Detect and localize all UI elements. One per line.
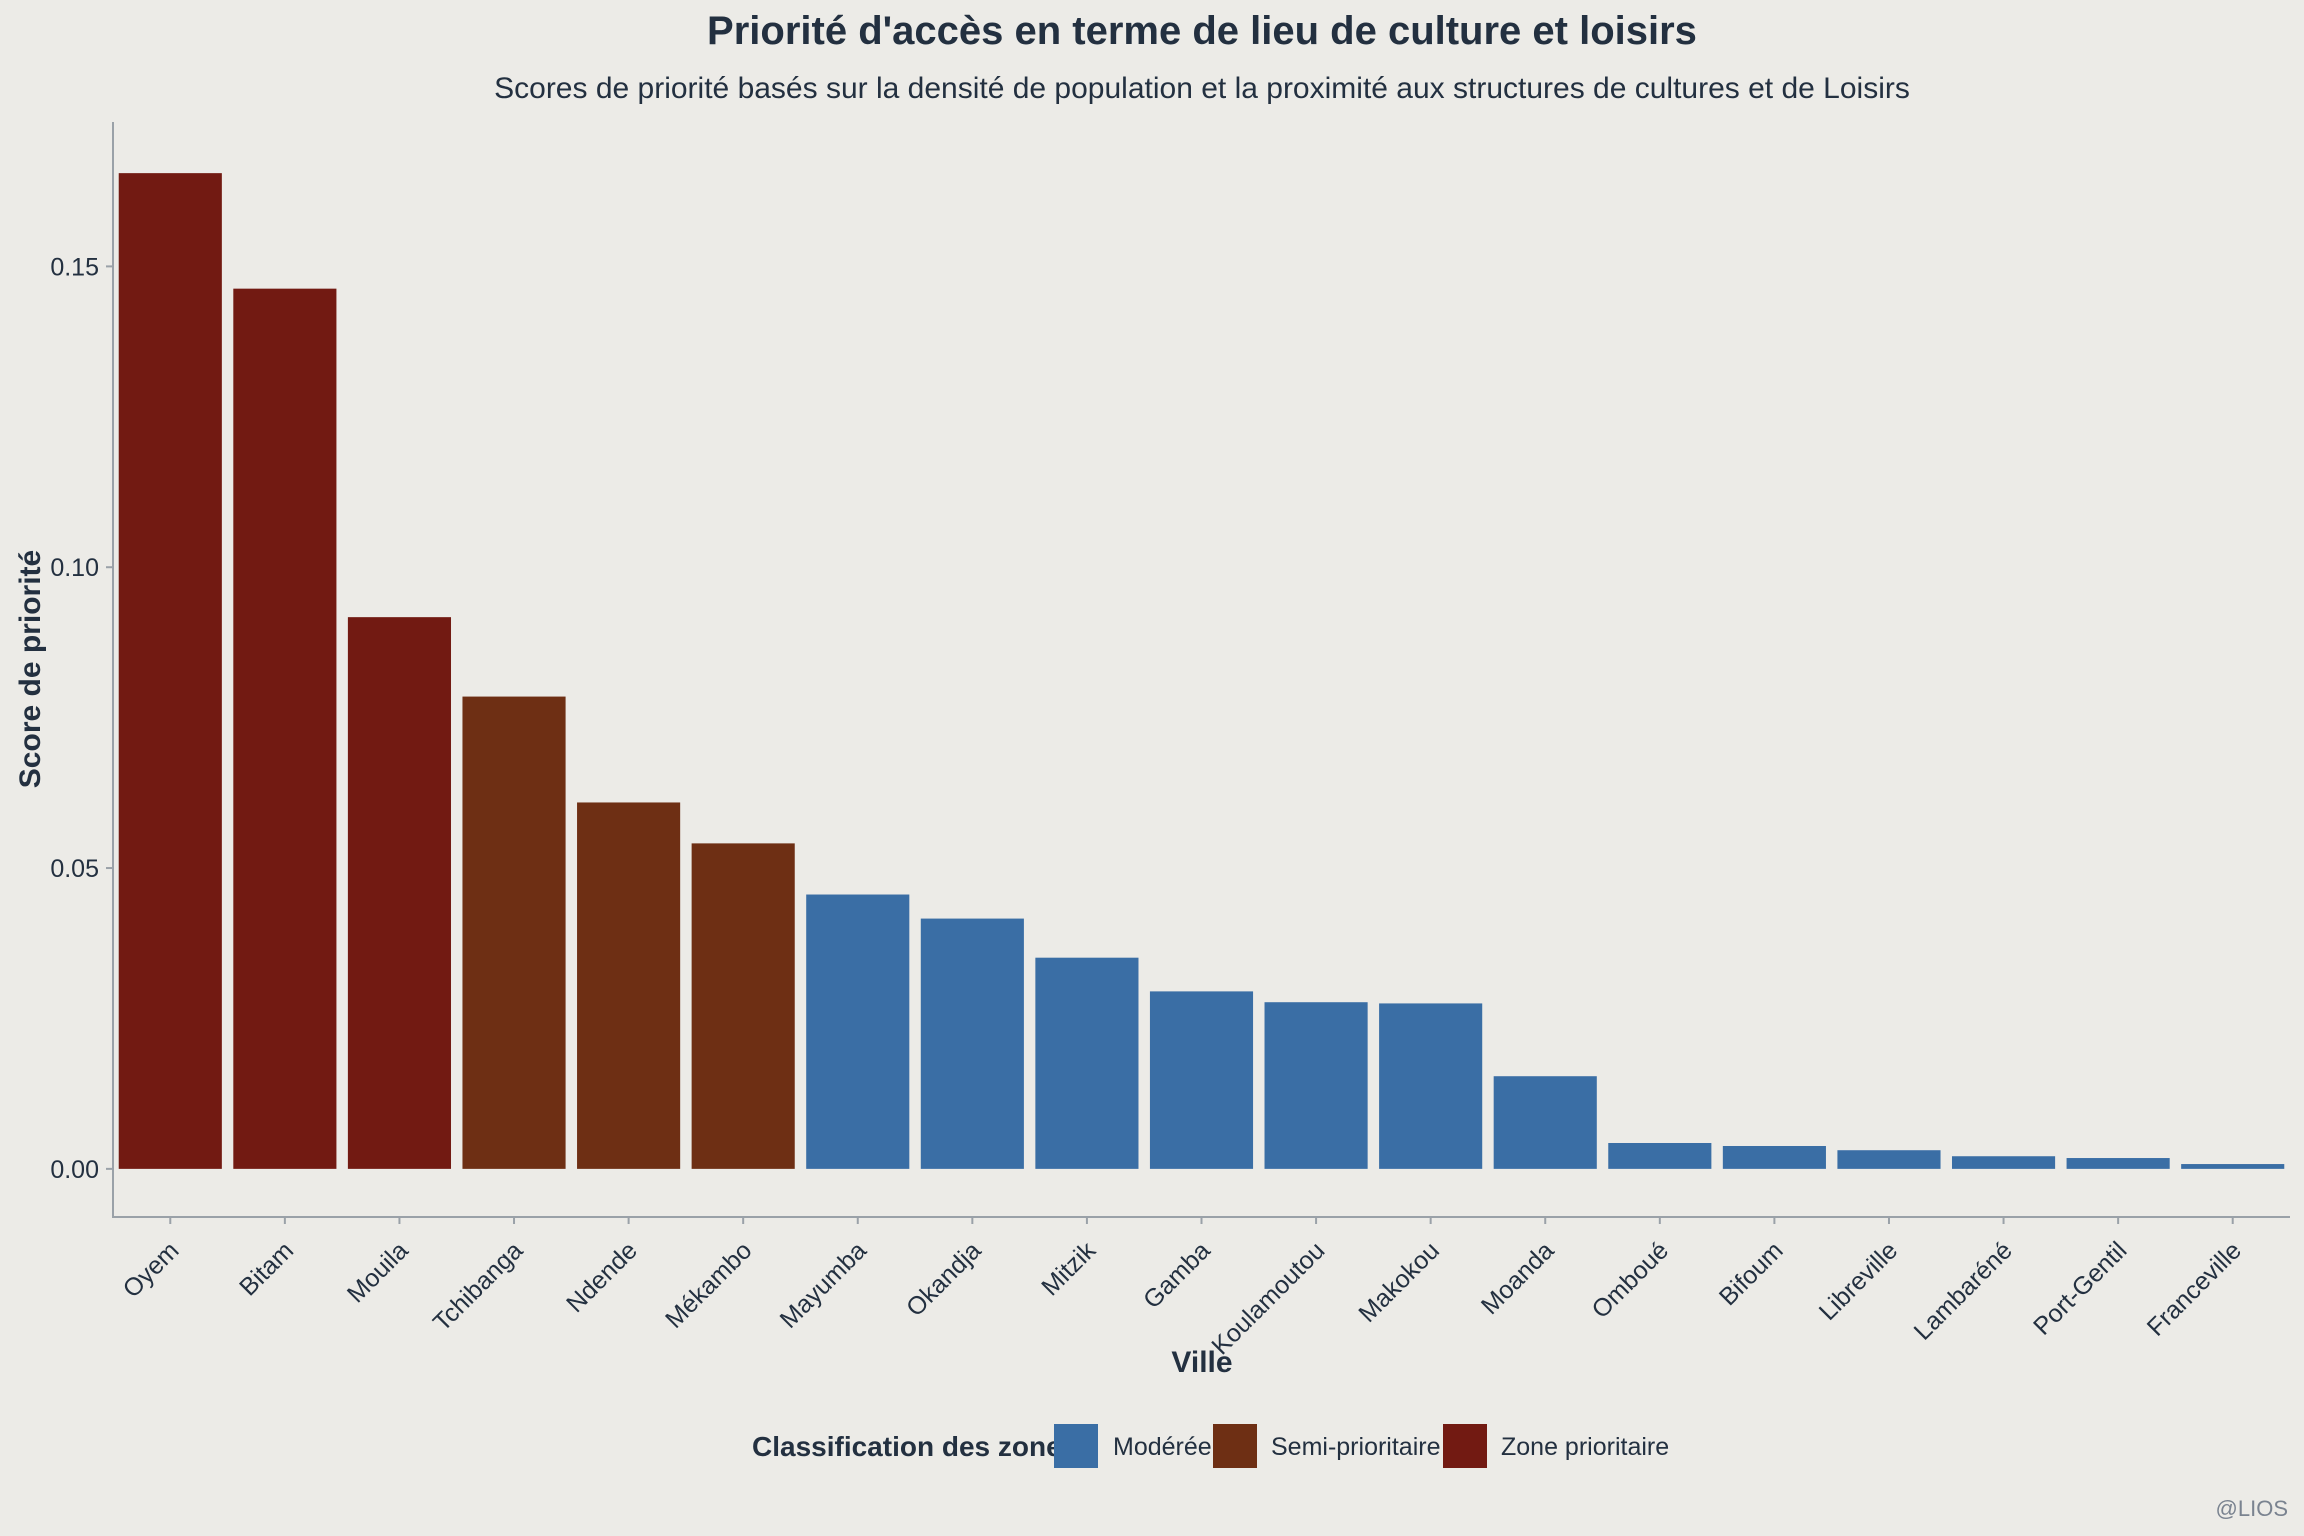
bar-mitzik — [1035, 957, 1139, 1169]
x-tick-label-ndende: Ndende — [561, 1236, 643, 1318]
x-tick-label-okandja: Okandja — [901, 1236, 987, 1322]
x-tick-label-libreville: Libreville — [1814, 1236, 1904, 1326]
legend-label-moderee: Modérée — [1113, 1433, 1212, 1461]
bar-moanda — [1493, 1076, 1597, 1169]
x-tick-label-tchibanga: Tchibanga — [428, 1236, 528, 1336]
x-tick-label-mayumba: Mayumba — [775, 1236, 872, 1333]
x-axis-title: Ville — [1171, 1346, 1232, 1379]
bar-lambarene — [1951, 1156, 2056, 1169]
legend-item-moderee: Modérée — [1054, 1424, 1212, 1468]
bar-mekambo — [691, 843, 795, 1169]
legend: Classification des zones Modérée Semi-pr… — [752, 1424, 1669, 1468]
x-tick-label-makokou: Makokou — [1353, 1236, 1445, 1328]
plot-area: 0.00 0.05 0.10 0.15 Oyem Bitam Mouila Tchibang… — [50, 122, 2290, 1360]
chart-subtitle: Scores de priorité basés sur la densité … — [494, 72, 1910, 105]
y-tick-label: 0.05 — [50, 855, 99, 883]
x-tick-label-mekambo: Mékambo — [660, 1236, 757, 1333]
bar-okandja — [920, 918, 1024, 1169]
caption: @LIOS — [2216, 1496, 2288, 1521]
bar-omboue — [1608, 1142, 1712, 1169]
legend-item-zone-prioritaire: Zone prioritaire — [1443, 1424, 1669, 1468]
bar-oyem — [118, 173, 222, 1169]
bar-gamba — [1149, 991, 1254, 1169]
x-tick-label-port-gentil: Port-Gentil — [2028, 1236, 2132, 1340]
bars-group — [118, 173, 2285, 1169]
bar-port-gentil — [2066, 1158, 2170, 1169]
x-tick-label-moanda: Moanda — [1476, 1236, 1560, 1320]
legend-title: Classification des zones — [752, 1431, 1077, 1462]
y-tick-label: 0.10 — [50, 554, 99, 582]
bar-libreville — [1837, 1150, 1941, 1169]
legend-label-semi-prioritaire: Semi-prioritaire — [1271, 1433, 1440, 1461]
chart-title: Priorité d'accès en terme de lieu de cul… — [707, 9, 1697, 53]
bar-mayumba — [806, 894, 910, 1169]
bar-tchibanga — [462, 696, 566, 1169]
legend-item-semi-prioritaire: Semi-prioritaire — [1213, 1424, 1440, 1468]
bar-makokou — [1379, 1003, 1483, 1169]
legend-swatch-moderee — [1054, 1424, 1098, 1468]
y-tick-label: 0.15 — [50, 253, 99, 281]
y-axis-title: Score de priorité — [14, 550, 47, 788]
x-tick-label-bitam: Bitam — [234, 1236, 299, 1301]
bar-franceville — [2181, 1164, 2285, 1169]
x-tick-label-mouila: Mouila — [342, 1236, 414, 1308]
bar-ndende — [577, 802, 681, 1169]
legend-label-zone-prioritaire: Zone prioritaire — [1501, 1433, 1669, 1461]
y-tick-label: 0.00 — [50, 1156, 99, 1184]
x-ticks-group: Oyem Bitam Mouila Tchibanga Ndende Mékambo May… — [118, 1217, 2247, 1360]
x-tick-label-gamba: Gamba — [1138, 1236, 1216, 1314]
x-tick-label-bifoum: Bifoum — [1714, 1236, 1789, 1311]
bar-mouila — [347, 617, 452, 1169]
bar-bifoum — [1722, 1146, 1826, 1169]
bar-bitam — [233, 288, 337, 1169]
x-tick-label-omboue: Omboué — [1586, 1236, 1674, 1324]
x-tick-label-lambarene: Lambaréné — [1909, 1236, 2018, 1345]
x-tick-label-mitzik: Mitzik — [1036, 1236, 1101, 1301]
x-tick-label-oyem: Oyem — [118, 1236, 185, 1303]
y-ticks-group: 0.00 0.05 0.10 0.15 — [50, 253, 113, 1184]
x-tick-label-koulamoutou: Koulamoutou — [1206, 1236, 1330, 1360]
x-tick-label-franceville: Franceville — [2142, 1236, 2247, 1341]
legend-swatch-zone-prioritaire — [1443, 1424, 1487, 1468]
bar-koulamoutou — [1264, 1002, 1368, 1169]
legend-swatch-semi-prioritaire — [1213, 1424, 1257, 1468]
